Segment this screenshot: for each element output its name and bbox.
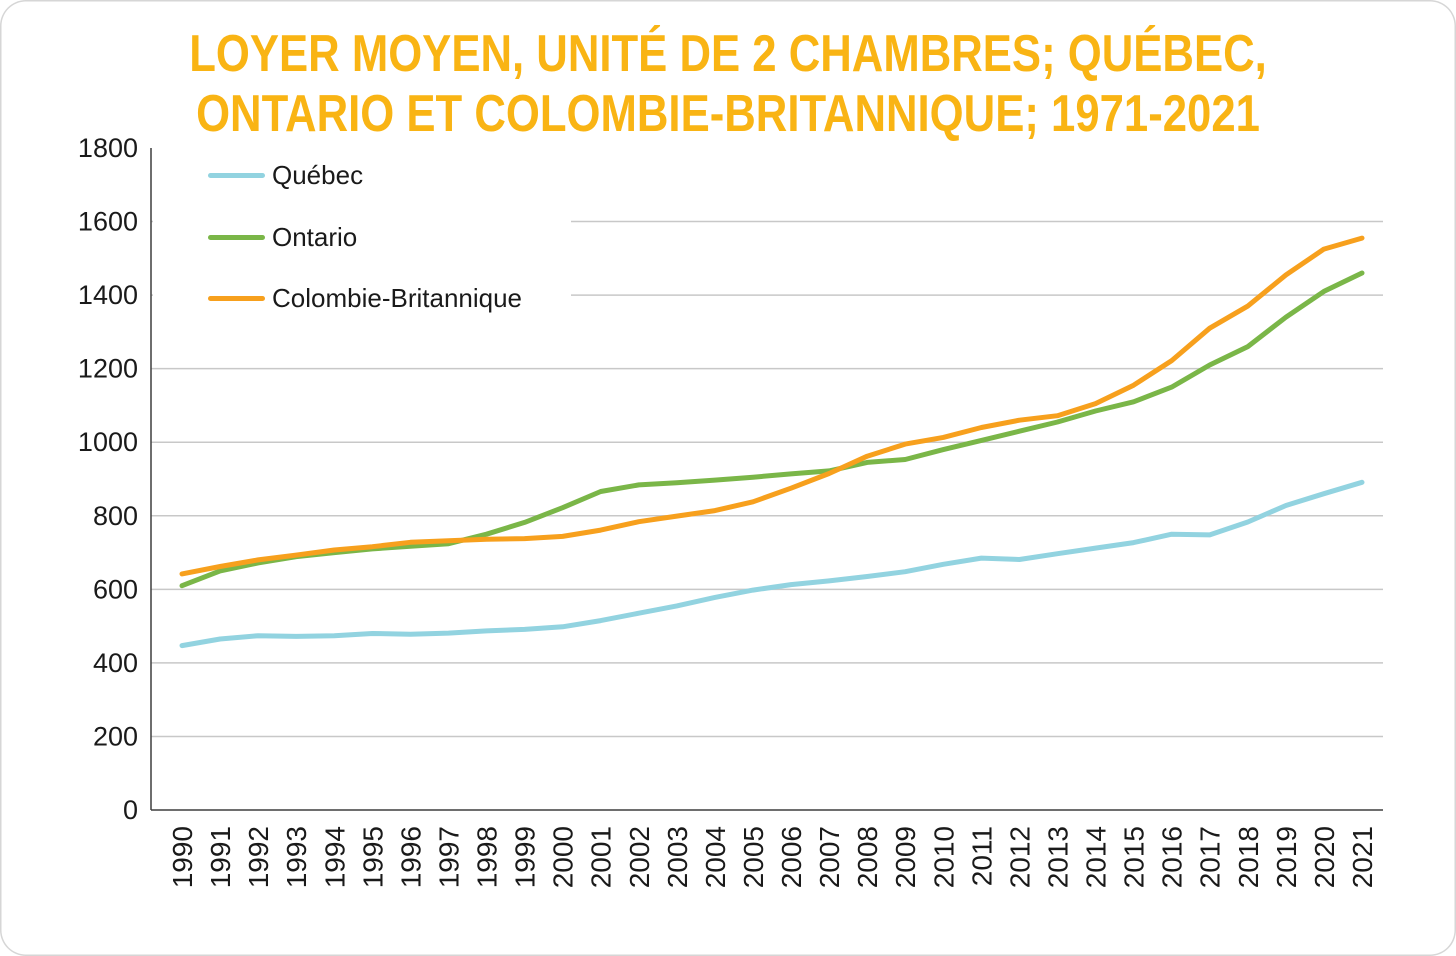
x-tick-label-2015: 2015 — [1119, 826, 1150, 888]
x-tick-label-2003: 2003 — [662, 826, 693, 888]
legend-line-swatch-colombie-britannique — [208, 296, 265, 301]
x-tick-label-2005: 2005 — [738, 826, 769, 888]
x-tick-label-1998: 1998 — [472, 826, 503, 888]
x-tick-label-2007: 2007 — [814, 826, 845, 888]
x-tick-label-1995: 1995 — [357, 826, 388, 888]
x-tick-label-1990: 1990 — [167, 826, 198, 888]
y-tick-label-1200: 1200 — [78, 354, 138, 384]
x-tick-label-2020: 2020 — [1309, 826, 1340, 888]
x-tick-label-1994: 1994 — [319, 826, 350, 888]
y-tick-label-800: 800 — [93, 501, 138, 531]
y-tick-label-200: 200 — [93, 721, 138, 751]
x-tick-label-2018: 2018 — [1233, 826, 1264, 888]
legend-item-quebec: Québec — [208, 160, 571, 191]
x-tick-label-2008: 2008 — [852, 826, 883, 888]
x-tick-label-2010: 2010 — [928, 826, 959, 888]
x-tick-label-2019: 2019 — [1271, 826, 1302, 888]
x-tick-label-2009: 2009 — [890, 826, 921, 888]
x-tick-label-2014: 2014 — [1081, 826, 1112, 888]
legend-item-colombie-britannique: Colombie-Britannique — [208, 283, 571, 314]
x-tick-label-2016: 2016 — [1157, 826, 1188, 888]
legend: Québec Ontario Colombie-Britannique — [153, 152, 571, 324]
legend-line-swatch-ontario — [208, 234, 265, 240]
x-tick-label-2013: 2013 — [1042, 826, 1073, 888]
x-tick-label-2017: 2017 — [1195, 826, 1226, 888]
legend-label-quebec: Québec — [272, 160, 364, 190]
x-tick-label-2000: 2000 — [548, 826, 579, 888]
x-tick-label-2002: 2002 — [624, 826, 655, 888]
y-tick-label-0: 0 — [123, 795, 138, 825]
y-tick-label-1800: 1800 — [78, 133, 138, 163]
x-tick-label-1999: 1999 — [510, 826, 541, 888]
y-tick-label-1400: 1400 — [78, 280, 138, 310]
series-line-colombie-britannique — [179, 235, 1365, 577]
x-tick-label-1997: 1997 — [433, 826, 464, 888]
legend-item-ontario: Ontario — [208, 222, 571, 253]
legend-label-colombie-britannique: Colombie-Britannique — [272, 283, 523, 313]
legend-line-swatch-quebec — [208, 173, 265, 178]
legend-label-ontario: Ontario — [272, 221, 358, 252]
title-line-2: ONTARIO ET COLOMBIE-BRITANNIQUE; 1971-20… — [196, 85, 1260, 144]
x-tick-label-1992: 1992 — [243, 826, 274, 888]
x-tick-label-2021: 2021 — [1347, 826, 1378, 888]
x-tick-label-2004: 2004 — [700, 826, 731, 888]
series-line-qu-bec — [179, 479, 1365, 649]
x-tick-label-2011: 2011 — [966, 826, 997, 886]
y-tick-label-1000: 1000 — [78, 427, 138, 457]
page-title: LOYER MOYEN, UNITÉ DE 2 CHAMBRES; QUÉBEC… — [116, 24, 1339, 145]
x-tick-label-2012: 2012 — [1004, 826, 1035, 888]
y-tick-label-1600: 1600 — [78, 207, 138, 237]
x-tick-label-1993: 1993 — [281, 826, 312, 888]
x-tick-label-1996: 1996 — [395, 826, 426, 888]
x-tick-label-2006: 2006 — [776, 826, 807, 888]
x-tick-label-1991: 1991 — [205, 826, 236, 888]
y-tick-label-600: 600 — [93, 574, 138, 604]
title-line-1: LOYER MOYEN, UNITÉ DE 2 CHAMBRES; QUÉBEC… — [189, 25, 1267, 83]
y-tick-label-400: 400 — [93, 648, 138, 678]
x-tick-label-2001: 2001 — [586, 826, 617, 888]
